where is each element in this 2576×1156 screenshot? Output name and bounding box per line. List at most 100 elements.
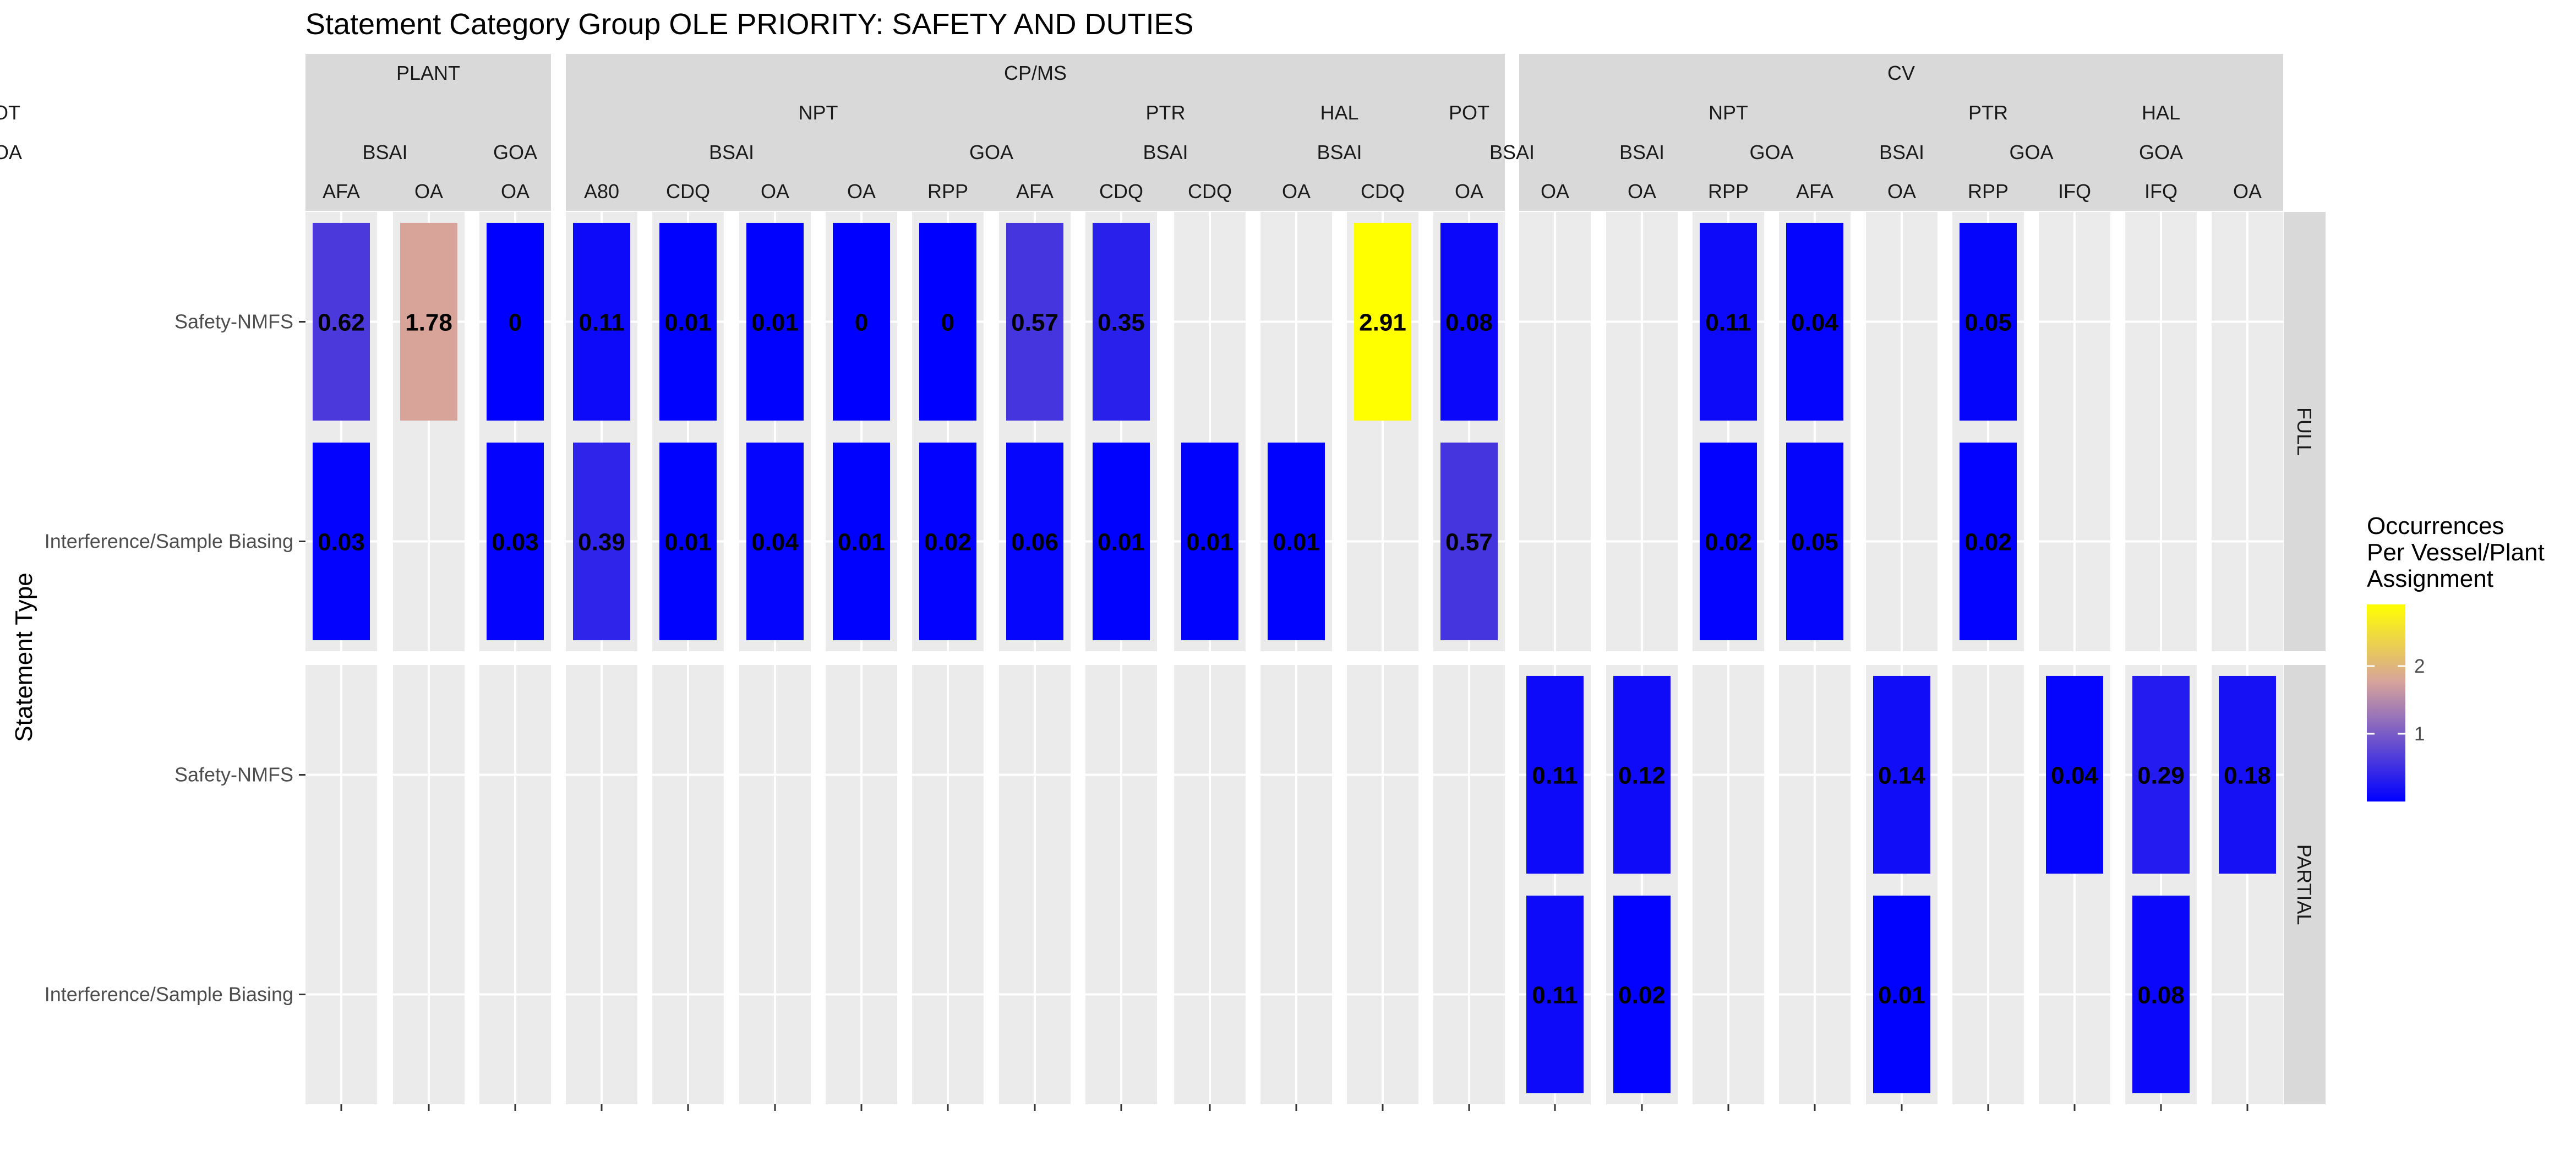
strip-column-label: OA [1887,180,1916,203]
heatmap-cell [1873,895,1930,1094]
cell-value-label: 0.39 [578,529,625,556]
heatmap-cell [1873,675,1930,874]
strip-column-label: RPP [1708,180,1749,203]
cell-value-label: 0.01 [664,309,712,336]
row-strip-label: FULL [2293,407,2316,456]
cell-value-label: 0.62 [318,309,365,336]
strip-level3-label: GOA [2139,141,2183,163]
strip-level2-label: POT [1449,101,1489,124]
y-tick-label: Safety-NMFS [174,764,293,786]
heatmap-cell [573,222,630,421]
cell-value-label: 0.02 [1964,529,2012,556]
strip-background [305,54,551,211]
strip-column-label: OA [761,180,789,203]
y-tick-label: Interference/Sample Biasing [45,530,293,553]
value-labels: 0.62 0.03 1.78 0 0.03 0.11 0.39 0.01 0.01 0.01 0.0… [318,309,2271,1009]
y-tick-label: Interference/Sample Biasing [45,983,293,1006]
cell-value-label: 0.04 [2051,762,2098,789]
legend-colorbar [2367,604,2405,801]
strip-column-label: A80 [584,180,619,203]
heatmap-cell [2046,675,2103,874]
strip-background [566,54,1505,211]
cell-value-label: 0.04 [1791,309,1838,336]
cell-value-label: 0.02 [1705,529,1752,556]
heatmap-cell [833,442,890,641]
cell-value-label: 0.11 [578,309,624,336]
strip-column-label: CDQ [1188,180,1232,203]
cell-value-label: 0.29 [2137,762,2185,789]
cell-value-label: 0.03 [318,529,365,556]
cell-value-label: 0.14 [1878,762,1925,789]
strip-level3-label: GOA [2009,141,2053,163]
strip-level2-label: HAL [1320,101,1358,124]
strip-level2-label: PTR [1968,101,2008,124]
strip-level3-label: BSAI [1489,141,1535,163]
strip-level2-label: PTR [1146,101,1186,124]
heatmap-cell [1960,442,2017,641]
heatmap-cell [1700,442,1757,641]
strip-column-label: OA [1455,180,1483,203]
heatmap-cell [1181,442,1238,641]
cell-value-label: 0.03 [492,529,539,556]
strip-column-label: OA [414,180,443,203]
heatmap-cell [746,442,804,641]
cell-value-label: 0.02 [924,529,972,556]
facet-strips: PLANTCP/MSCVNPTPTRHALPOTNPTPTRHALPOTBSAI… [0,54,2283,211]
heatmap-cell [1613,895,1671,1094]
cell-value-label: 1.78 [405,309,452,336]
heatmap-cell [833,222,890,421]
cell-value-label: 0 [509,309,522,336]
strip-column-label: AFA [1016,180,1054,203]
strip-column-label: OA [1628,180,1656,203]
heatmap-cell [487,442,544,641]
heatmap-cell [313,442,370,641]
strip-level2-label: HAL [2142,101,2180,124]
row-strip-background [2284,665,2326,1104]
heatmap-cell [746,222,804,421]
cell-value-label: 0.06 [1011,529,1058,556]
heatmap-cell [1354,222,1411,421]
strip-column-label: CDQ [666,180,710,203]
cell-value-label: 0 [855,309,868,336]
row-strip-label: PARTIAL [2293,844,2316,925]
legend-title-line-2: Per Vessel/Plant [2367,539,2545,566]
heatmap-cell [573,442,630,641]
cell-value-label: 0.05 [1791,529,1838,556]
heatmap-cell [919,222,976,421]
cell-value-label: 0.01 [751,309,799,336]
cell-value-label: 0.18 [2224,762,2271,789]
cell-value-label: 0.12 [1618,762,1666,789]
strip-level2-label: NPT [1709,101,1748,124]
strip-level2-label: POT [0,101,20,124]
strip-column-label: AFA [323,180,360,203]
y-axis-title: Statement Type [10,572,37,741]
cell-value-label: 0.57 [1011,309,1058,336]
cell-value-label: 0.11 [1532,982,1578,1009]
heatmap-cell [659,442,717,641]
row-strip-background [2284,212,2326,651]
heatmap-cell [2132,675,2190,874]
heatmap-cells [313,222,2276,1094]
strip-level3-label: GOA [0,141,22,163]
strip-level1-label: PLANT [396,62,460,84]
legend-tick-label: 1 [2414,723,2425,745]
strip-column-label: OA [1282,180,1311,203]
y-axis-ticks: Safety-NMFS Interference/Sample Biasing Sa… [45,310,305,1006]
legend-tick-label: 2 [2414,656,2425,677]
strip-background [1519,54,2283,211]
cell-value-label: 0.02 [1618,982,1666,1009]
strip-level3-label: GOA [493,141,537,163]
heatmap-cell [1268,442,1325,641]
strip-column-label: OA [1541,180,1569,203]
cell-value-label: 0.01 [1186,529,1234,556]
heatmap-cell [1700,222,1757,421]
heatmap-cell [1093,442,1150,641]
cell-value-label: 0.08 [1445,309,1493,336]
cell-value-label: 0.01 [1878,982,1925,1009]
heatmap-cell [1093,222,1150,421]
strip-level3-label: BSAI [709,141,754,163]
cell-value-label: 0.04 [751,529,799,556]
color-legend: Occurrences Per Vessel/Plant Assignment … [2367,512,2545,801]
heatmap-cell [1006,222,1063,421]
